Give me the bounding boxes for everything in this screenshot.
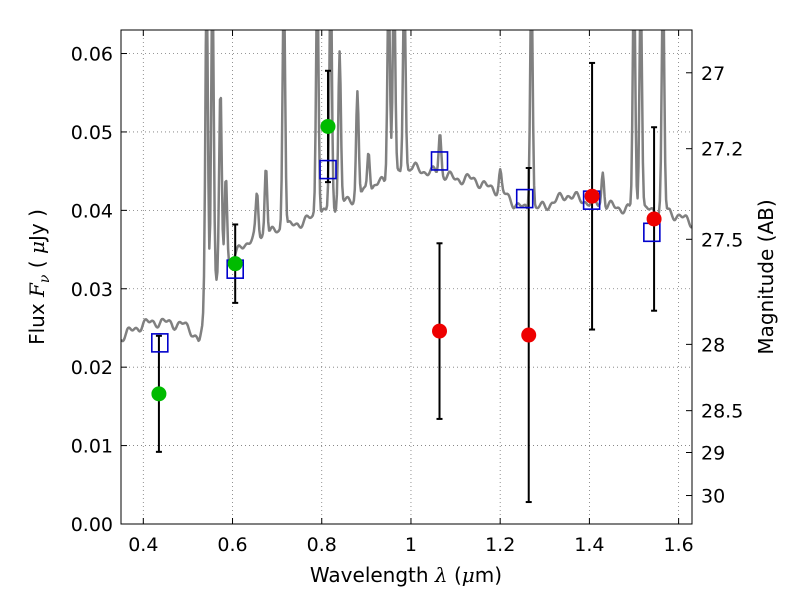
y-tick-label: 0.02 xyxy=(71,357,113,379)
x-axis-ticks: 0.4 0.6 0.8 1 1.2 1.4 1.6 xyxy=(128,30,694,556)
x-tick-label: 1.6 xyxy=(664,534,694,556)
observed-point xyxy=(646,211,662,227)
model-point-box xyxy=(430,151,449,171)
x-tick-label: 1.2 xyxy=(485,534,515,556)
x-tick-label: 0.4 xyxy=(128,534,158,556)
model-spectrum-line xyxy=(121,30,692,343)
y2-tick-label: 28 xyxy=(701,334,725,356)
y-axis-ticks: 0.00 0.01 0.02 0.03 0.04 0.05 0.06 xyxy=(71,44,127,536)
model-point-box xyxy=(515,188,534,209)
observed-photometry-points xyxy=(151,118,662,402)
observed-point xyxy=(320,118,336,134)
y2-tick-label: 29 xyxy=(701,442,725,464)
x-tick-label: 1 xyxy=(405,534,417,556)
y2-tick-label: 27 xyxy=(701,63,725,85)
y-tick-label: 0.00 xyxy=(71,514,113,536)
model-point-box xyxy=(151,333,169,353)
plot-frame xyxy=(120,29,693,525)
x-axis-label: Wavelength λ (μm) xyxy=(310,563,502,587)
plot-area xyxy=(121,30,692,504)
observed-point xyxy=(521,327,537,343)
x-tick-label: 0.8 xyxy=(307,534,337,556)
y2-tick-label: 27.2 xyxy=(701,139,743,161)
y-axis-label: Flux Fν ( μJy ) xyxy=(25,209,53,345)
x-tick-label: 1.4 xyxy=(574,534,604,556)
observed-point xyxy=(151,386,167,402)
y2-axis-ticks: 27 27.2 27.5 28 28.5 29 30 xyxy=(686,63,743,508)
y2-tick-label: 30 xyxy=(701,486,725,508)
observed-point xyxy=(584,188,600,204)
y-tick-label: 0.01 xyxy=(71,436,113,458)
y-tick-label: 0.04 xyxy=(71,200,113,222)
y2-axis-label: Magnitude (AB) xyxy=(754,199,778,354)
y-tick-label: 0.05 xyxy=(71,122,113,144)
observed-point xyxy=(227,256,243,272)
model-point-box xyxy=(319,159,337,180)
x-tick-label: 0.6 xyxy=(217,534,247,556)
y2-tick-label: 28.5 xyxy=(701,401,743,423)
y-tick-label: 0.03 xyxy=(71,279,113,301)
y-tick-label: 0.06 xyxy=(71,44,113,66)
observed-point xyxy=(432,323,448,339)
y2-tick-label: 27.5 xyxy=(701,229,743,251)
